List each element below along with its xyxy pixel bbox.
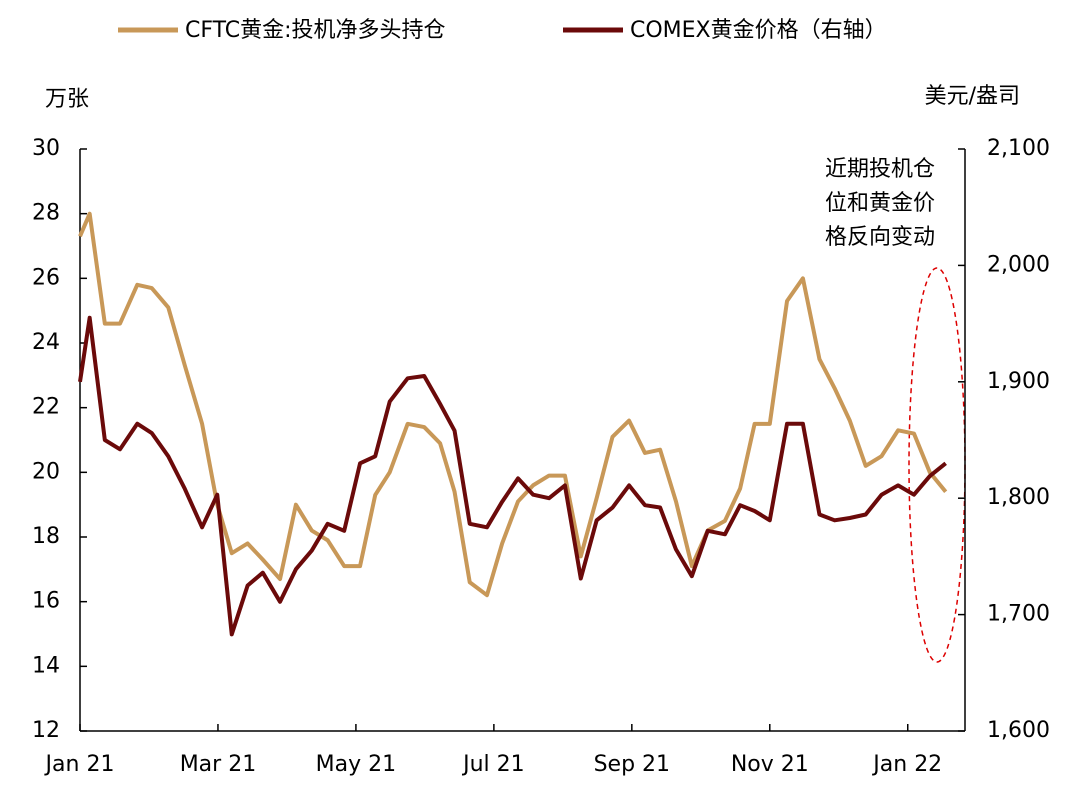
y-tick-label: 22 (32, 395, 60, 420)
y-tick-label: 20 (32, 459, 60, 484)
annotation: 位和黄金价 (825, 191, 935, 216)
y-tick-label: 14 (32, 653, 60, 678)
x-tick-label: Jan 21 (44, 752, 115, 777)
y2-tick-label: 1,800 (987, 485, 1050, 510)
x-tick-label: Jan 22 (871, 752, 942, 777)
y-tick-label: 24 (32, 330, 60, 355)
y2-tick-label: 2,100 (987, 136, 1050, 161)
y2-axis-label: 美元/盎司 (925, 84, 1020, 109)
x-tick-label: Nov 21 (731, 752, 809, 777)
legend-label: COMEX黄金价格（右轴） (630, 18, 887, 43)
annotation: 格反向变动 (825, 225, 935, 250)
x-tick-label: Jul 21 (461, 752, 525, 777)
y2-tick-label: 1,600 (987, 718, 1050, 743)
y2-tick-label: 1,700 (987, 602, 1050, 627)
y-tick-label: 12 (32, 718, 60, 743)
y-tick-label: 18 (32, 524, 60, 549)
x-tick-label: May 21 (316, 752, 396, 777)
y-tick-label: 26 (32, 265, 60, 290)
y2-tick-label: 2,000 (987, 252, 1050, 277)
series-line (78, 211, 948, 598)
y-tick-label: 30 (32, 136, 60, 161)
highlight-ellipse (908, 267, 966, 663)
series-line (78, 315, 947, 637)
y-tick-label: 16 (32, 589, 60, 614)
legend-label: CFTC黄金:投机净多头持仓 (185, 18, 446, 43)
y2-tick-label: 1,900 (987, 369, 1050, 394)
y-axis-label: 万张 (45, 87, 89, 112)
x-tick-label: Mar 21 (180, 752, 257, 777)
y-tick-label: 28 (32, 201, 60, 226)
annotation: 近期投机仓 (825, 157, 935, 182)
x-tick-label: Sep 21 (594, 752, 670, 777)
